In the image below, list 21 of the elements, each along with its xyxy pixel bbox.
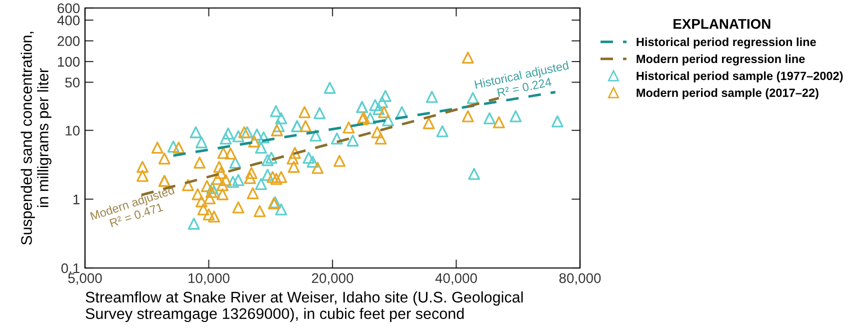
y-tick-label: 10 <box>66 126 80 136</box>
y-tick-label: 0.1 <box>61 263 80 274</box>
legend-title: EXPLANATION <box>674 18 770 29</box>
x-axis-title: Streamflow at Snake River at Weiser, Idaho site (U.S. Geological Survey streamgage 13269000), in cubic feet per second <box>86 291 523 322</box>
legend-label: Modern period regression line <box>636 54 805 66</box>
x-tick-label: 10,000 <box>188 273 230 285</box>
legend-label: Historical period regression line <box>636 37 816 49</box>
y-tick-label: 1 <box>73 194 80 204</box>
x-tick-label: 40,000 <box>435 273 477 285</box>
y-tick-label: 50 <box>65 78 80 88</box>
legend-label: Historical period sample (1977–2002) <box>636 71 843 82</box>
y-tick-label: 600 <box>58 3 80 14</box>
x-tick-label: 5,000 <box>68 273 102 285</box>
y-axis-title: Suspended sand concentration, in milligrams per liter <box>20 32 52 245</box>
annotation: Historical adjusted R² = 0.224 <box>474 60 570 97</box>
y-tick-label: 400 <box>57 15 80 26</box>
legend-label: Modern period sample (2017–22) <box>636 88 818 100</box>
x-tick-label: 20,000 <box>312 273 354 285</box>
x-tick-label: 80,000 <box>559 273 601 285</box>
y-tick-label: 200 <box>58 36 80 46</box>
y-tick-label: 100 <box>58 56 80 67</box>
